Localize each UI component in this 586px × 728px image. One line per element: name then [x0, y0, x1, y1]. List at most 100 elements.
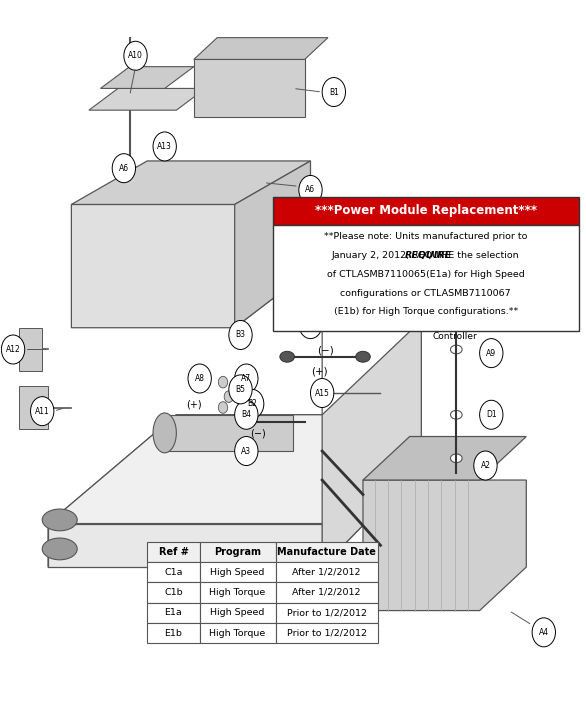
Text: Program: Program: [214, 547, 261, 557]
Text: (−): (−): [316, 345, 333, 355]
Polygon shape: [194, 38, 328, 60]
Circle shape: [240, 389, 264, 419]
Text: B1: B1: [329, 87, 339, 97]
Circle shape: [322, 78, 346, 106]
Circle shape: [153, 132, 176, 161]
Bar: [147, 603, 200, 623]
Bar: [147, 542, 200, 562]
Text: Prior to 1/2/2012: Prior to 1/2/2012: [287, 628, 366, 638]
Text: Manufacture Date: Manufacture Date: [277, 547, 376, 557]
Polygon shape: [19, 386, 48, 430]
Text: A15: A15: [315, 389, 329, 397]
Bar: [147, 623, 200, 644]
Text: To Q-Logic
Controller: To Q-Logic Controller: [433, 322, 479, 341]
Polygon shape: [89, 88, 206, 110]
Bar: [275, 562, 377, 582]
Text: A5: A5: [305, 320, 315, 328]
Text: B3: B3: [236, 331, 246, 339]
Bar: [275, 542, 377, 562]
Polygon shape: [19, 328, 42, 371]
Text: High Torque: High Torque: [209, 588, 265, 597]
Circle shape: [30, 397, 54, 426]
Circle shape: [316, 571, 340, 600]
Circle shape: [1, 335, 25, 364]
Circle shape: [474, 451, 497, 480]
Text: ***Power Module Replacement***: ***Power Module Replacement***: [315, 205, 537, 218]
Ellipse shape: [451, 345, 462, 354]
Circle shape: [311, 379, 334, 408]
Bar: [275, 582, 377, 603]
Text: January 2, 2012, REQUIRE the selection: January 2, 2012, REQUIRE the selection: [332, 251, 520, 260]
Text: A9: A9: [486, 349, 496, 357]
Text: C1a: C1a: [164, 568, 183, 577]
Ellipse shape: [153, 413, 176, 453]
Ellipse shape: [280, 352, 294, 363]
Polygon shape: [71, 205, 311, 328]
Circle shape: [234, 400, 258, 430]
Text: A8: A8: [195, 374, 205, 383]
Circle shape: [479, 400, 503, 430]
Circle shape: [234, 364, 258, 393]
Text: A12: A12: [6, 345, 21, 354]
Polygon shape: [101, 67, 194, 88]
FancyBboxPatch shape: [272, 225, 579, 331]
Circle shape: [112, 154, 135, 183]
Text: B5: B5: [236, 385, 246, 394]
Text: Ref #: Ref #: [158, 547, 188, 557]
Text: D1: D1: [486, 411, 496, 419]
Text: A1: A1: [323, 581, 333, 590]
Text: E1a: E1a: [165, 609, 182, 617]
Circle shape: [479, 339, 503, 368]
Circle shape: [229, 375, 252, 404]
Text: After 1/2/2012: After 1/2/2012: [292, 588, 361, 597]
Text: of CTLASMB7110065(E1a) for High Speed: of CTLASMB7110065(E1a) for High Speed: [327, 269, 524, 279]
Text: (+): (+): [186, 400, 202, 410]
Bar: [200, 542, 275, 562]
Circle shape: [188, 364, 212, 393]
Text: configurations or CTLASMB7110067: configurations or CTLASMB7110067: [340, 288, 511, 298]
Bar: [200, 623, 275, 644]
Circle shape: [219, 402, 228, 414]
Text: High Speed: High Speed: [210, 609, 265, 617]
Bar: [275, 623, 377, 644]
Circle shape: [299, 309, 322, 339]
Text: A2: A2: [481, 461, 490, 470]
Text: (−): (−): [250, 429, 266, 438]
Text: High Speed: High Speed: [210, 568, 265, 577]
Circle shape: [224, 391, 233, 403]
Polygon shape: [194, 60, 305, 117]
Text: After 1/2/2012: After 1/2/2012: [292, 568, 361, 577]
Ellipse shape: [42, 509, 77, 531]
Polygon shape: [48, 523, 322, 567]
Text: B4: B4: [241, 411, 251, 419]
Text: A3: A3: [241, 446, 251, 456]
Ellipse shape: [451, 411, 462, 419]
Text: REQUIRE: REQUIRE: [405, 251, 452, 260]
Text: A6: A6: [305, 186, 315, 194]
Text: (E1b) for High Torque configurations.**: (E1b) for High Torque configurations.**: [333, 307, 518, 317]
Text: A13: A13: [157, 142, 172, 151]
Text: (+): (+): [311, 367, 328, 377]
Ellipse shape: [42, 538, 77, 560]
Text: A6: A6: [119, 164, 129, 173]
Circle shape: [532, 618, 556, 647]
Text: B2: B2: [247, 400, 257, 408]
Text: **Please note: Units manufactured prior to: **Please note: Units manufactured prior …: [324, 232, 527, 241]
Circle shape: [124, 41, 147, 71]
Text: High Torque: High Torque: [209, 628, 265, 638]
Text: A4: A4: [539, 628, 549, 637]
Text: January 2, 2012, REQUIRE: January 2, 2012, REQUIRE: [357, 251, 495, 260]
Circle shape: [229, 320, 252, 349]
Text: A11: A11: [35, 407, 50, 416]
FancyBboxPatch shape: [272, 197, 579, 225]
Bar: [275, 603, 377, 623]
Text: A10: A10: [128, 51, 143, 60]
Text: C1b: C1b: [164, 588, 183, 597]
Polygon shape: [363, 437, 526, 480]
Circle shape: [219, 376, 228, 388]
Bar: [200, 562, 275, 582]
Bar: [200, 582, 275, 603]
Text: A7: A7: [241, 374, 251, 383]
Bar: [147, 582, 200, 603]
Ellipse shape: [451, 454, 462, 462]
